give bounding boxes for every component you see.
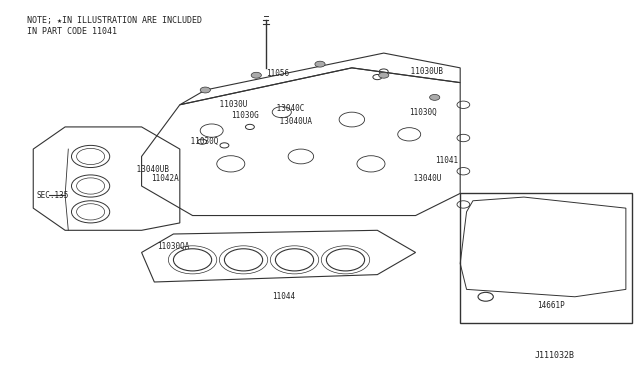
- Bar: [460, 193, 632, 323]
- Text: J111032B: J111032B: [535, 350, 575, 359]
- Circle shape: [379, 72, 389, 78]
- Text: 11030QA: 11030QA: [157, 243, 190, 251]
- Circle shape: [251, 72, 261, 78]
- Text: 11030U: 11030U: [215, 100, 247, 109]
- Text: 11030G: 11030G: [231, 111, 259, 121]
- Circle shape: [200, 87, 211, 93]
- Text: 13040UA: 13040UA: [275, 117, 312, 126]
- Text: 11030UB: 11030UB: [406, 67, 443, 76]
- Text: 11030Q: 11030Q: [186, 137, 218, 146]
- Circle shape: [429, 94, 440, 100]
- Text: NOTE; ★IN ILLUSTRATION ARE INCLUDED: NOTE; ★IN ILLUSTRATION ARE INCLUDED: [27, 16, 202, 25]
- Text: 11042A: 11042A: [151, 174, 179, 183]
- Text: 13040U: 13040U: [409, 174, 442, 183]
- Text: 11056: 11056: [266, 69, 289, 78]
- Text: SEC.135: SEC.135: [36, 191, 69, 200]
- Text: 11041: 11041: [435, 155, 458, 165]
- Text: 14661P: 14661P: [537, 301, 564, 311]
- Circle shape: [315, 61, 325, 67]
- Text: IN PART CODE 11041: IN PART CODE 11041: [27, 27, 117, 36]
- Text: 13040UB: 13040UB: [132, 165, 169, 174]
- Text: 13040C: 13040C: [272, 104, 305, 113]
- Text: 11030Q: 11030Q: [409, 108, 437, 117]
- Text: 11044: 11044: [272, 292, 295, 301]
